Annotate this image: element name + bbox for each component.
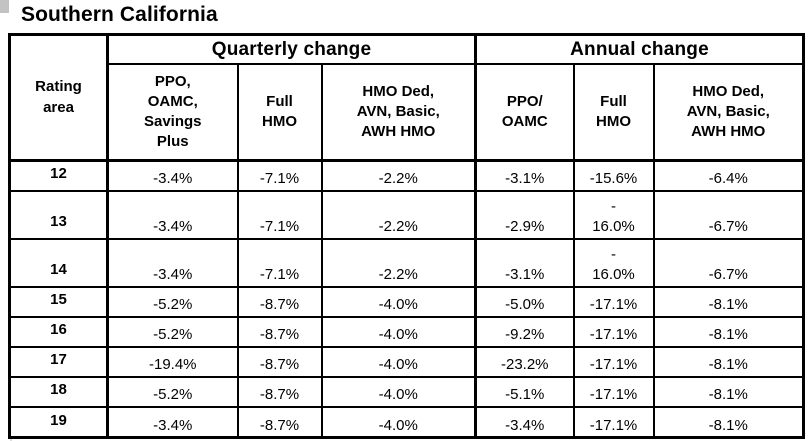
value-cell: -8.1% — [652, 375, 805, 408]
group-header-row: Rating area Quarterly change Annual chan… — [8, 33, 805, 162]
rating-area-cell: 13 — [8, 189, 109, 240]
column-header-a-hmo-ded-avn-basic-awh: HMO Ded, AVN, Basic, AWH HMO — [652, 63, 805, 162]
table-row-area-16: 16 -5.2% -8.7% -4.0% -9.2% -17.1% -8.1% — [8, 315, 805, 348]
value-cell: -6.4% — [652, 159, 805, 192]
rating-area-cell: 12 — [8, 159, 109, 192]
column-header-rating-area: Rating area — [8, 33, 109, 162]
value-cell: -4.0% — [320, 375, 477, 408]
rating-area-cell: 19 — [8, 405, 109, 439]
value-cell: -7.1% — [236, 159, 323, 192]
value-cell: -7.1% — [236, 237, 323, 288]
value-cell: -8.1% — [652, 315, 805, 348]
value-cell: - 16.0% — [572, 237, 655, 288]
value-cell: -8.7% — [236, 285, 323, 318]
table-row-area-18: 18 -5.2% -8.7% -4.0% -5.1% -17.1% -8.1% — [8, 375, 805, 408]
value-cell: -2.2% — [320, 159, 477, 192]
table-row-area-19: 19 -3.4% -8.7% -4.0% -3.4% -17.1% -8.1% — [8, 405, 805, 439]
value-cell: -9.2% — [474, 315, 575, 348]
table-row-area-15: 15 -5.2% -8.7% -4.0% -5.0% -17.1% -8.1% — [8, 285, 805, 318]
table-row-area-14: 14 -3.4% -7.1% -2.2% -3.1% - 16.0% -6.7% — [8, 237, 805, 288]
value-cell: -17.1% — [572, 375, 655, 408]
value-cell: -3.1% — [474, 159, 575, 192]
value-cell: -4.0% — [320, 405, 477, 439]
value-cell: -6.7% — [652, 189, 805, 240]
value-cell: -19.4% — [106, 345, 239, 378]
subcolumn-header-row: PPO, OAMC, Savings Plus Full HMO HMO Ded… — [10, 63, 805, 162]
column-header-q-full-hmo: Full HMO — [236, 63, 323, 162]
table-row-area-13: 13 -3.4% -7.1% -2.2% -2.9% - 16.0% -6.7% — [8, 189, 805, 240]
value-cell: -5.2% — [106, 285, 239, 318]
value-cell: -7.1% — [236, 189, 323, 240]
value-cell: -8.1% — [652, 285, 805, 318]
group-header-annual-change: Annual change — [474, 33, 805, 65]
value-cell: -5.2% — [106, 375, 239, 408]
table-row-area-12: 12 -3.4% -7.1% -2.2% -3.1% -15.6% -6.4% — [8, 159, 805, 192]
value-cell: -5.2% — [106, 315, 239, 348]
column-header-a-ppo-oamc: PPO/ OAMC — [474, 63, 575, 162]
value-cell: -4.0% — [320, 285, 477, 318]
value-cell: -15.6% — [572, 159, 655, 192]
value-cell: -3.4% — [106, 237, 239, 288]
value-cell: - 16.0% — [572, 189, 655, 240]
group-header-quarterly-change: Quarterly change — [106, 33, 477, 65]
value-cell: -8.7% — [236, 375, 323, 408]
value-cell: -3.4% — [106, 405, 239, 439]
value-cell: -8.7% — [236, 345, 323, 378]
column-header-q-hmo-ded-avn-basic-awh: HMO Ded, AVN, Basic, AWH HMO — [320, 63, 477, 162]
value-cell: -4.0% — [320, 345, 477, 378]
value-cell: -17.1% — [572, 345, 655, 378]
rates-table: Rating area Quarterly change Annual chan… — [8, 33, 805, 439]
value-cell: -2.2% — [320, 237, 477, 288]
rating-area-cell: 17 — [8, 345, 109, 378]
value-cell: -2.2% — [320, 189, 477, 240]
rating-area-cell: 14 — [8, 237, 109, 288]
value-cell: -3.1% — [474, 237, 575, 288]
value-cell: -8.7% — [236, 405, 323, 439]
value-cell: -8.1% — [652, 345, 805, 378]
window-edge-fragment — [0, 0, 9, 13]
table-row-area-17: 17 -19.4% -8.7% -4.0% -23.2% -17.1% -8.1… — [8, 345, 805, 378]
value-cell: -6.7% — [652, 237, 805, 288]
rating-area-cell: 16 — [8, 315, 109, 348]
value-cell: -8.7% — [236, 315, 323, 348]
rating-area-cell: 18 — [8, 375, 109, 408]
value-cell: -4.0% — [320, 315, 477, 348]
rating-area-cell: 15 — [8, 285, 109, 318]
value-cell: -8.1% — [652, 405, 805, 439]
value-cell: -3.4% — [106, 159, 239, 192]
value-cell: -17.1% — [572, 405, 655, 439]
column-header-a-full-hmo: Full HMO — [572, 63, 655, 162]
value-cell: -3.4% — [474, 405, 575, 439]
value-cell: -5.1% — [474, 375, 575, 408]
page-title: Southern California — [21, 3, 218, 26]
value-cell: -17.1% — [572, 285, 655, 318]
column-header-q-ppo-oamc-savings-plus: PPO, OAMC, Savings Plus — [106, 63, 239, 162]
value-cell: -3.4% — [106, 189, 239, 240]
value-cell: -23.2% — [474, 345, 575, 378]
value-cell: -2.9% — [474, 189, 575, 240]
value-cell: -5.0% — [474, 285, 575, 318]
cursor-artifact — [10, 437, 12, 441]
value-cell: -17.1% — [572, 315, 655, 348]
